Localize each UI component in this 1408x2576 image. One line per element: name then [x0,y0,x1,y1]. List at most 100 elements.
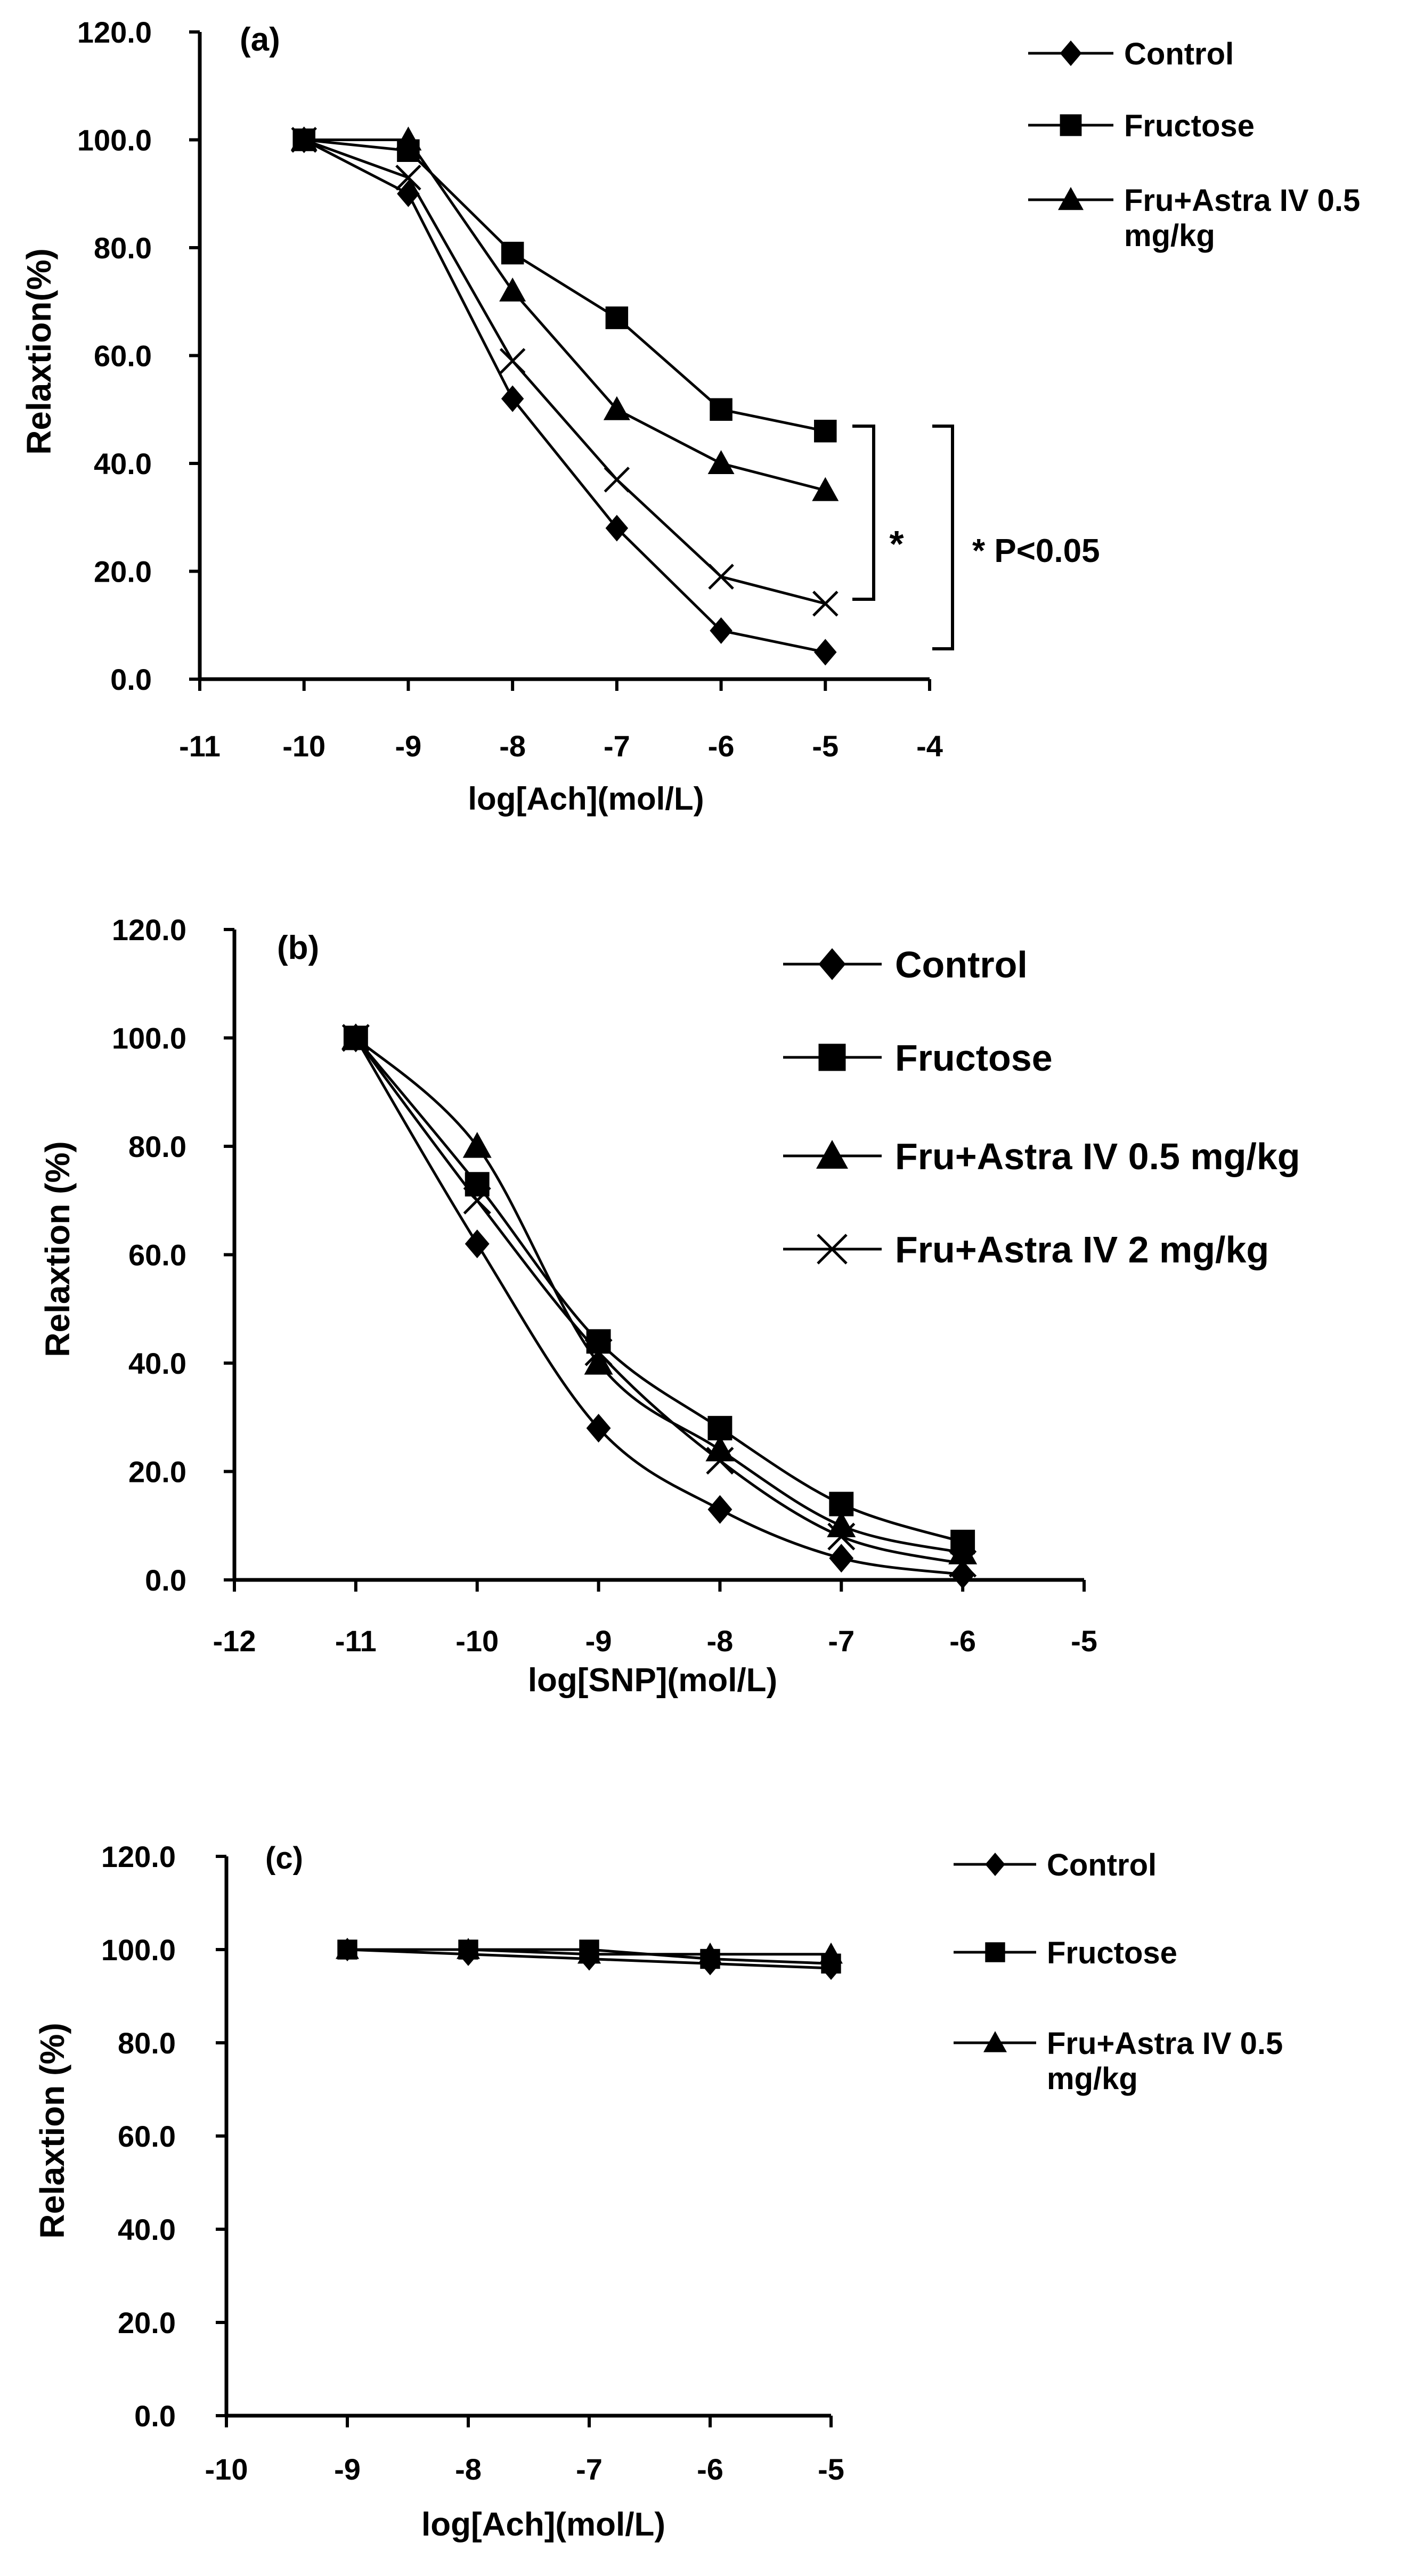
x-tick-label: -10 [282,729,325,763]
legend-label: Fru+Astra IV 2 mg/kg [895,1229,1269,1270]
data-point [950,1560,975,1589]
series-line [303,138,826,654]
legend-label: Fru+Astra IV 0.5 [1124,183,1360,218]
y-tick-label: 40.0 [118,2213,176,2246]
y-tick-label: 80.0 [128,1130,186,1163]
data-point [949,1550,977,1578]
panel-label: (c) [265,1841,303,1876]
inner-bracket [852,425,875,601]
data-point [707,450,735,474]
data-point [814,420,837,443]
y-tick-label: 60.0 [94,339,152,373]
significance-annotation: * * P<0.05 [852,425,1100,650]
series-0 [343,1023,975,1589]
legend-marker [983,2031,1007,2052]
x-tick-label: -6 [708,729,735,763]
data-point [710,617,733,644]
x-tick-label: -9 [395,729,422,763]
legend: Control Fructose Fru+Astra IV 0.5mg/kg [954,1848,1283,2096]
data-point [819,1942,843,1964]
y-axis-title: Relaxtion (%) [38,1141,77,1357]
y-tick-label: 60.0 [118,2120,176,2153]
y-axis-title: Relaxtion (%) [33,2023,71,2238]
legend-entry: Fructose [783,1037,1053,1079]
series-3 [291,127,839,617]
data-point [603,396,630,420]
legend-label: mg/kg [1124,218,1215,253]
series-2 [336,1938,843,1964]
y-tick-label: 80.0 [94,231,152,265]
legend: Control Fructose Fru+Astra IV 0.5mg/kg [1028,37,1360,253]
legend-label: Control [1047,1848,1157,1882]
legend-entry: Control [954,1848,1157,1882]
data-point [829,1544,854,1573]
panel-label: (b) [277,930,319,966]
x-tick-label: -9 [585,1624,612,1658]
x-tick-label: -6 [697,2452,723,2486]
y-tick-label: 20.0 [128,1455,186,1489]
series-2 [290,126,839,501]
y-tick-label: 100.0 [77,124,152,157]
data-point [605,515,629,542]
x-tick-label: -12 [213,1624,256,1658]
x-tick-label: -11 [335,1624,377,1658]
legend-marker [818,1044,846,1071]
y-tick-label: 100.0 [101,1933,176,1967]
legend-entry: Fru+Astra IV 0.5 mg/kg [783,1136,1300,1177]
legend-label: Fructose [1047,1936,1177,1970]
x-axis-title: log[SNP](mol/L) [528,1662,777,1699]
legend-label: Control [895,944,1028,985]
series-line [304,138,826,433]
y-tick-label: 20.0 [94,555,152,589]
chart-panel-b: 0.0 20.0 40.0 60.0 80.0 100.0 120.0 -12 -11 -10 -9… [38,913,1300,1699]
legend-entry: Control [1028,37,1234,71]
data-point [462,1132,492,1158]
data-point [291,127,317,153]
data-point [707,1495,733,1524]
data-point [395,126,422,151]
series-2 [341,1023,978,1564]
legend-marker [985,1853,1005,1876]
y-tick-label: 120.0 [77,15,152,49]
panel-label: (a) [240,21,280,58]
chart-panel-a: 0.0 20.0 40.0 60.0 80.0 100.0 120.0 -11 -10 -9 -8 -… [20,15,1360,817]
y-tick-label: 100.0 [112,1022,186,1055]
data-point [698,1942,722,1964]
y-axis-title: Relaxtion(%) [20,248,58,455]
data-point [457,1938,480,1959]
y-tick-label: 60.0 [128,1238,186,1272]
data-point [604,467,630,493]
legend-entry: Fru+Astra IV 0.5mg/kg [1028,183,1360,253]
data-point [501,385,524,412]
data-point [812,590,839,617]
data-point [827,1522,856,1551]
y-tick-label: 40.0 [128,1347,186,1380]
series-3 [341,1024,977,1578]
legend-label: Fru+Astra IV 0.5 mg/kg [895,1136,1300,1177]
data-point [465,1229,490,1259]
x-tick-label: -8 [707,1624,734,1658]
series-line [304,138,826,492]
series-line [355,1037,963,1554]
x-axis-title: log[Ach](mol/L) [468,781,704,817]
outer-bracket [932,425,954,650]
x-tick-label: -9 [334,2452,361,2486]
data-point [708,564,734,590]
y-tick-label: 120.0 [112,913,186,947]
data-point [584,1338,613,1366]
y-tick-label: 0.0 [145,1563,186,1597]
legend-label: mg/kg [1047,2061,1138,2096]
data-point [710,398,733,421]
legend-label: Control [1124,37,1234,71]
legend-marker [817,1234,848,1265]
x-tick-label: -6 [949,1624,976,1658]
y-tick-label: 40.0 [94,447,152,480]
legend-label: Fructose [1124,109,1255,143]
legend-marker [1058,187,1084,210]
x-tick-label: -5 [812,729,839,763]
legend-entry: Fru+Astra IV 0.5mg/kg [954,2026,1283,2096]
x-tick-label: -5 [1071,1624,1097,1658]
data-point [814,639,837,666]
data-point [706,1447,734,1475]
